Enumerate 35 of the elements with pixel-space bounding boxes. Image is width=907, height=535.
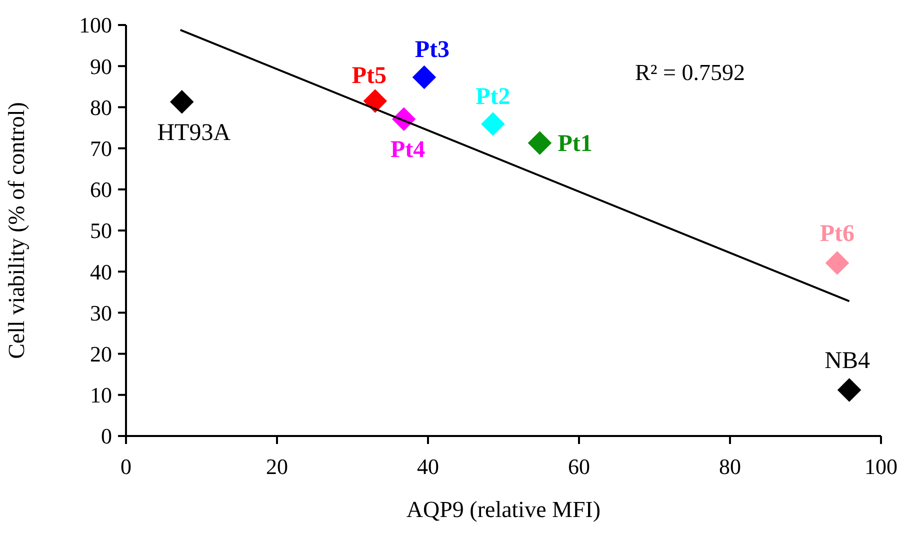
- series-label: NB4: [824, 348, 870, 374]
- x-tick-label: 20: [266, 454, 288, 479]
- x-tick-label: 0: [120, 454, 132, 479]
- y-tick-label: 10: [90, 382, 112, 408]
- series-label: Pt5: [352, 63, 386, 90]
- series-label: HT93A: [157, 120, 232, 146]
- x-tick-label: 40: [417, 454, 439, 479]
- point: [170, 90, 194, 114]
- series-label: Pt4: [390, 137, 426, 164]
- point: [825, 251, 850, 275]
- annotation: R² = 0.7592: [635, 60, 745, 85]
- point: [481, 112, 505, 136]
- y-tick-label: 40: [90, 259, 112, 284]
- point: [363, 89, 388, 113]
- y-tick-label: 20: [90, 342, 112, 366]
- x-tick-label: 80: [719, 454, 741, 479]
- point: [412, 65, 436, 90]
- x-axis-title: AQP9 (relative MFI): [406, 497, 601, 522]
- y-tick-label: 90: [90, 54, 112, 79]
- x-tick-label: 60: [568, 454, 590, 479]
- y-tick-label: 60: [90, 177, 112, 202]
- point: [528, 131, 552, 155]
- y-tick-label: 100: [79, 12, 112, 38]
- series-label: Pt2: [476, 84, 510, 110]
- y-tick-label: 70: [90, 136, 112, 161]
- series-label: Pt6: [820, 220, 855, 247]
- y-tick-label: 0: [101, 424, 112, 449]
- y-tick-label: 30: [90, 300, 112, 326]
- y-tick-label: 50: [90, 218, 112, 244]
- y-axis-title: Cell viability (% of control): [4, 102, 29, 359]
- y-tick-label: 80: [90, 94, 112, 120]
- series-label: Pt1: [558, 130, 592, 157]
- x-tick-label: 100: [864, 454, 898, 479]
- series-label: Pt3: [414, 37, 450, 64]
- point: [837, 378, 862, 402]
